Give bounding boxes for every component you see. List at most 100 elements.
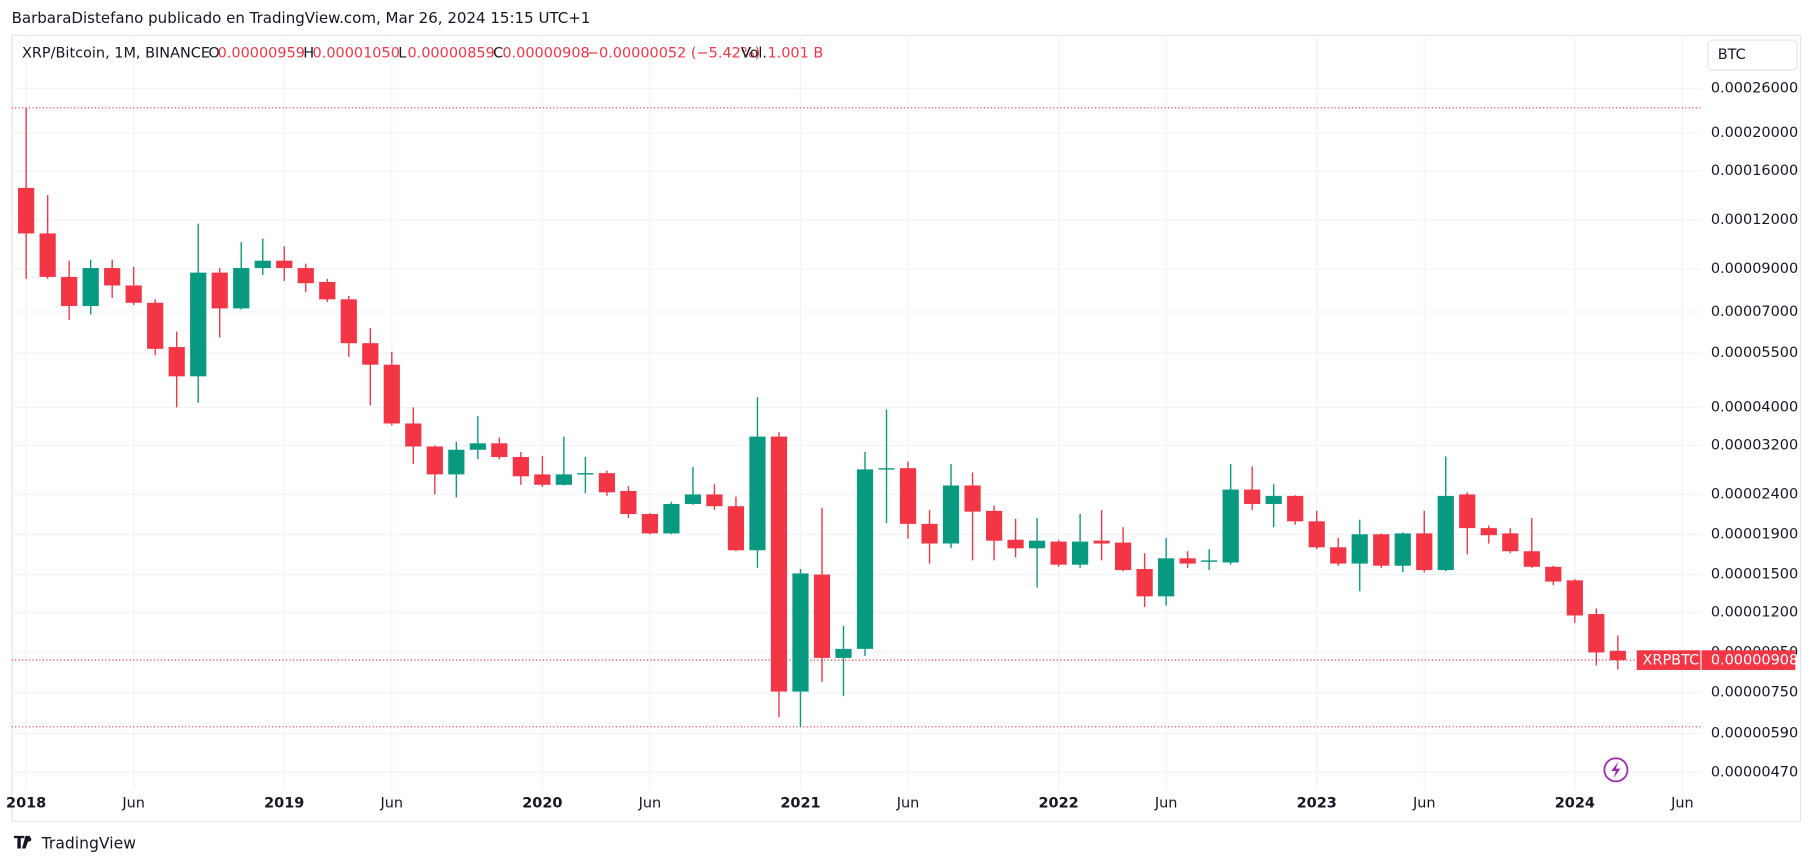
candle-body [1609, 650, 1626, 661]
x-tick-label: 2018 [6, 795, 46, 811]
candle-body [18, 187, 35, 234]
x-tick-label: 2021 [780, 795, 820, 811]
candle-body [1136, 568, 1153, 597]
candle-body [1007, 539, 1024, 549]
x-tick-label: Jun [1412, 795, 1436, 811]
candle-body [856, 469, 874, 649]
y-tick-label: 0.00003200 [1711, 437, 1798, 453]
candle-body [1416, 533, 1433, 571]
ohlc-value: 0.00000908 [502, 45, 589, 61]
volume-key: Vol. [741, 45, 767, 61]
ohlc-value: 0.00000959 [218, 45, 305, 61]
ohlc-value: 0.00000859 [407, 45, 494, 61]
candle-body [469, 443, 486, 450]
candle-body [921, 523, 938, 544]
candle-body [1222, 489, 1239, 563]
y-tick-label: 0.00000590 [1711, 726, 1798, 742]
candle-body [1373, 534, 1390, 566]
x-tick-label: Jun [896, 795, 920, 811]
candle-body [211, 272, 228, 309]
lightning-glyph [1611, 761, 1621, 778]
volume: 1.001 B [767, 45, 823, 61]
x-tick-label: Jun [1154, 795, 1178, 811]
candle-body [491, 443, 508, 458]
y-tick-label: 0.00001900 [1711, 526, 1798, 542]
y-tick-label: 0.00001200 [1711, 605, 1798, 621]
candle-body [1566, 580, 1583, 616]
candle-body [1265, 495, 1282, 504]
candle-body [899, 468, 917, 524]
currency-button[interactable] [1707, 39, 1798, 71]
candle-body [319, 281, 336, 300]
ohlc-key: H [303, 45, 314, 61]
candle-body [297, 268, 314, 284]
candle-body [555, 474, 572, 485]
candle-body [1072, 541, 1089, 565]
x-tick-label: 2019 [264, 795, 304, 811]
y-tick-label: 0.00012000 [1711, 212, 1798, 228]
candle-body [1351, 534, 1368, 564]
y-tick-label: 0.00002400 [1711, 486, 1798, 502]
candle-body [641, 514, 659, 534]
ohlc-value: 0.00001050 [313, 45, 400, 61]
candle-body [577, 473, 594, 475]
candle-body [1179, 558, 1196, 564]
candle-body [147, 302, 164, 349]
candle-body [1115, 542, 1132, 571]
change: −0.00000052 (−5.42%) [587, 45, 760, 61]
candle-body [1201, 560, 1218, 562]
candle-body [1308, 521, 1325, 548]
candle-body [168, 347, 185, 377]
x-tick-label: 2024 [1555, 795, 1595, 811]
candle-body [233, 268, 250, 309]
y-tick-label: 0.00007000 [1711, 304, 1798, 320]
candle-body [405, 423, 422, 447]
currency[interactable]: BTC [1718, 47, 1746, 63]
candle-body [985, 510, 1003, 541]
candle-body [770, 436, 788, 692]
candle-body [276, 260, 293, 269]
x-tick-label: Jun [638, 795, 662, 811]
candle-body [942, 485, 960, 544]
candle-body [448, 449, 465, 475]
candle-body [82, 268, 99, 307]
price-label-box [1636, 650, 1796, 670]
x-tick-label: 2023 [1297, 795, 1337, 811]
candle-body [663, 503, 680, 534]
candle-body [1093, 540, 1110, 544]
candle-body [104, 268, 121, 286]
price-label-value: 0.00000908 [1711, 653, 1798, 669]
candle-body [383, 364, 400, 424]
candle-body [1459, 494, 1476, 529]
candle-body [1437, 495, 1454, 571]
x-tick-label: Jun [121, 795, 145, 811]
candle-body [534, 474, 551, 485]
candle-body [39, 233, 56, 277]
candle-body [706, 494, 723, 507]
candle-body [1158, 558, 1175, 597]
candle-body [254, 260, 271, 269]
y-tick-label: 0.00000470 [1711, 764, 1798, 780]
candle-body [964, 485, 981, 512]
candle-body [512, 457, 529, 477]
x-tick-label: 2020 [522, 795, 562, 811]
candle-body [1394, 533, 1411, 566]
candle-body [1523, 551, 1540, 567]
attribution: BarbaraDistefano publicado en TradingVie… [12, 9, 591, 27]
candle-body [340, 299, 357, 344]
candle-body [1028, 540, 1046, 549]
grid [11, 34, 1702, 790]
y-tick-label: 0.00026000 [1711, 80, 1798, 96]
y-tick-label: 0.00001500 [1711, 567, 1798, 583]
y-tick-label: 0.00005500 [1711, 345, 1798, 361]
candle-body [1287, 495, 1304, 522]
candle-body [749, 436, 766, 551]
ohlc-key: O [208, 45, 219, 61]
candle-body [190, 272, 207, 377]
candle-body [620, 490, 637, 515]
candle-body [598, 473, 615, 493]
y-tick-label: 0.00004000 [1711, 399, 1798, 415]
y-tick-label: 0.00009000 [1711, 261, 1798, 277]
